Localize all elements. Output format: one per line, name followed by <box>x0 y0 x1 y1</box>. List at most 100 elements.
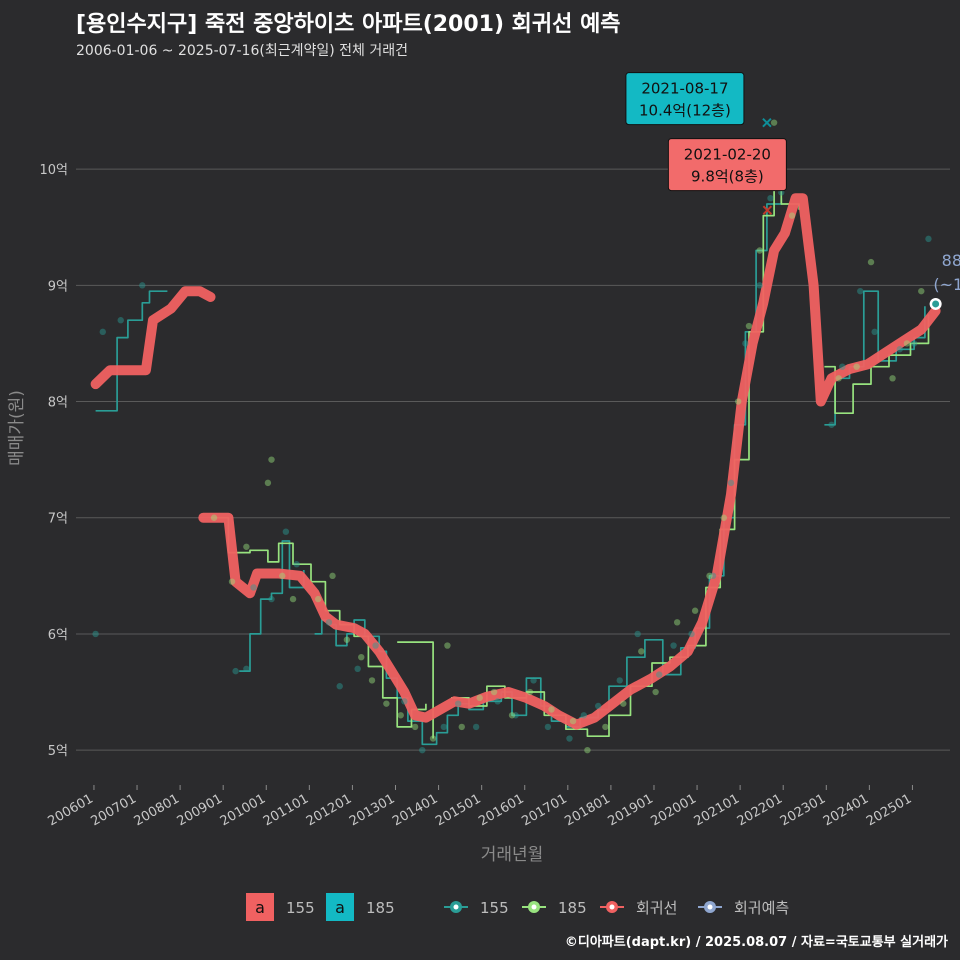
scatter-point-155 <box>670 642 677 649</box>
scatter-point-185 <box>314 595 322 603</box>
scatter-point-185 <box>620 700 627 707</box>
x-tick-label: 201101 <box>261 791 311 829</box>
scatter-point-185 <box>508 712 516 719</box>
scatter-point-155 <box>336 683 343 690</box>
legend-label: 155 <box>286 899 315 917</box>
annotation-marker <box>762 205 773 215</box>
scatter-point-185 <box>720 514 728 521</box>
scatter-point-155 <box>293 561 300 568</box>
scatter-point-155 <box>544 723 552 731</box>
x-tick-label: 201301 <box>347 791 397 829</box>
forecast-marker: 88,375 (~155㎡) <box>929 251 960 310</box>
scatter-point-155 <box>828 421 835 428</box>
y-tick-label: 8억 <box>48 396 68 411</box>
annotation-date: 2021-08-17 <box>641 80 728 98</box>
scatter-point-155 <box>325 619 333 626</box>
scatter-point-185 <box>429 735 437 742</box>
scatter-point-185 <box>383 700 390 707</box>
scatter-point-185 <box>652 688 659 696</box>
chart-title: [용인수지구] 죽전 중앙하이츠 아파트(2001) 회귀선 예측 <box>76 12 621 37</box>
legend-swatch-letter: a <box>255 898 265 917</box>
scatter-point-155 <box>92 630 99 638</box>
scatter-point-185 <box>867 258 875 266</box>
x-tick-label: 202501 <box>864 791 914 829</box>
scatter-point-185 <box>411 723 419 731</box>
grid-lines <box>76 168 950 751</box>
legend-key-dot-center <box>531 904 537 910</box>
x-tick-label: 202301 <box>778 791 828 829</box>
scatter-point-185 <box>745 322 753 330</box>
y-axis-ticks: 5억 6억 7억 8억 9억 10억 <box>39 163 68 759</box>
annotation-date: 2021-02-20 <box>684 146 771 164</box>
x-tick-label: 202001 <box>649 791 699 829</box>
x-axis-ticks: 2006012007012008012009012010012011012012… <box>45 785 914 829</box>
scatter-point-185 <box>584 746 591 754</box>
series-line-185 <box>397 641 434 739</box>
scatter-point-185 <box>289 595 297 603</box>
scatter-point-155 <box>839 363 846 370</box>
x-tick-label: 201801 <box>562 791 612 829</box>
scatter-point-185 <box>279 572 286 580</box>
y-tick-label: 9억 <box>48 279 68 294</box>
series-line-185 <box>451 145 801 738</box>
annotation-price: 9.8억(8층) <box>691 168 764 186</box>
scatter-point-155 <box>419 746 426 754</box>
legend-key-dot-center <box>609 904 615 910</box>
scatter-point-155 <box>580 712 588 719</box>
scatter-point-155 <box>656 671 663 678</box>
scatter-point-155 <box>871 328 878 336</box>
scatter-point-155 <box>117 317 124 324</box>
legend: a 155 a 185 155 185 회귀선 회귀예측 <box>246 893 789 921</box>
scatter-point-185 <box>368 677 376 684</box>
series-line-155 <box>239 540 305 672</box>
legend-series-label: 회귀예측 <box>734 899 789 917</box>
scatter-point-155 <box>857 287 864 295</box>
x-tick-label: 201001 <box>218 791 268 829</box>
scatter-point-185 <box>268 456 275 463</box>
annotations: 2021-02-20 9.8억(8층) 2021-08-17 10.4억(12층) <box>625 72 787 215</box>
scatter-point-185 <box>602 723 609 731</box>
scatter-point-185 <box>210 514 218 521</box>
x-tick-label: 200901 <box>175 791 225 829</box>
scatter-point-155 <box>354 665 361 673</box>
scatter-point-185 <box>228 578 236 585</box>
scatter-point-155 <box>401 698 408 705</box>
scatter-point-155 <box>742 340 749 347</box>
scatter-point-155 <box>634 630 641 638</box>
scatter-point-155 <box>372 642 379 649</box>
scatter-point-155 <box>616 677 623 684</box>
regression-segment <box>198 193 941 730</box>
scatter-point-155 <box>454 700 462 707</box>
y-tick-label: 5억 <box>48 744 68 759</box>
scatter-point-155 <box>910 340 918 347</box>
scatter-point-155 <box>512 712 519 719</box>
scatter-point-155 <box>727 479 735 487</box>
x-tick-label: 200801 <box>132 791 182 829</box>
scatter-point-155 <box>896 346 903 353</box>
y-tick-label: 6억 <box>48 628 68 643</box>
scatter-point-155 <box>139 282 146 289</box>
scatter-point-185 <box>358 653 365 661</box>
scatter-point-155 <box>756 282 763 289</box>
scatter-point-185 <box>756 247 763 254</box>
legend-key-dot-center <box>453 904 459 910</box>
scatter-point-185 <box>264 479 272 487</box>
legend-key-dot-center <box>707 904 713 910</box>
x-tick-label: 201201 <box>304 791 354 829</box>
scatter-point-155 <box>688 630 695 638</box>
scatter-point-185 <box>490 688 498 696</box>
scatter-point-185 <box>770 119 778 126</box>
scatter-point-155 <box>494 698 501 705</box>
chart-subtitle: 2006-01-06 ~ 2025-07-16(최근계약일) 전체 거래건 <box>76 43 408 59</box>
scatter-point-185 <box>569 717 577 725</box>
scatter-point-185 <box>673 619 681 626</box>
chart-caption: ©디아파트(dapt.kr) / 2025.08.07 / 자료=국토교통부 실… <box>564 935 948 950</box>
legend-series-label: 185 <box>558 899 587 917</box>
scatter-point-185 <box>706 572 713 580</box>
annotation-box-red <box>667 138 787 192</box>
scatter-point-155 <box>99 328 106 336</box>
x-tick-label: 201401 <box>390 791 440 829</box>
annotation-price: 10.4억(12층) <box>639 102 731 120</box>
scatter-point-185 <box>476 694 483 702</box>
annotation-box-cyan <box>625 72 745 126</box>
